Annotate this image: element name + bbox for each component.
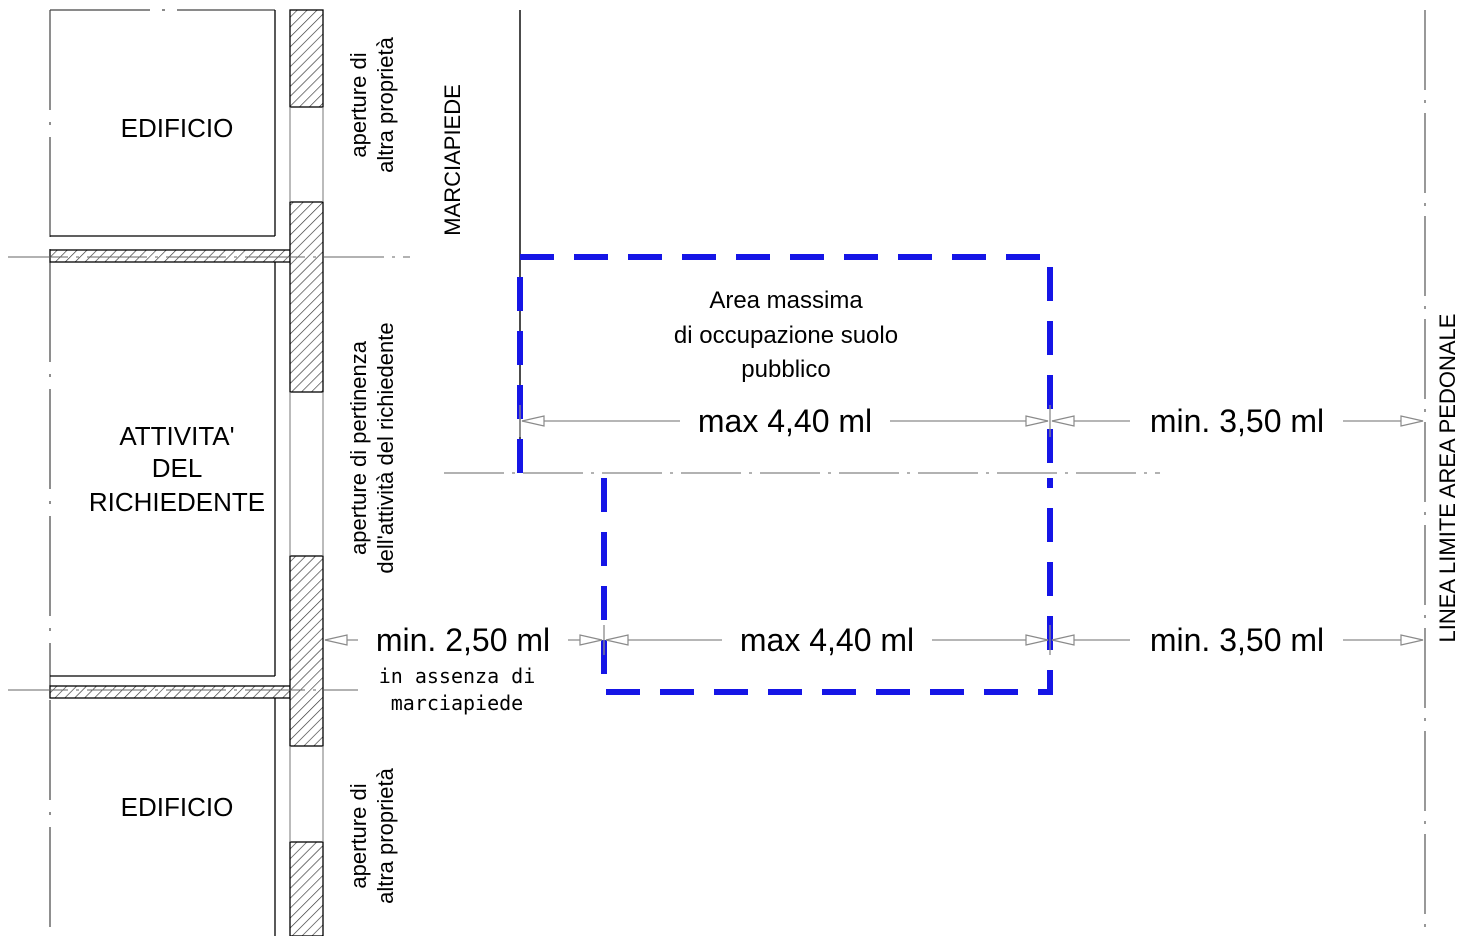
facade-pillar-1 (289, 9, 324, 108)
opening-jambs (289, 107, 324, 842)
facade-pillar-3 (289, 555, 324, 747)
facade-pillars (289, 9, 324, 936)
axis-lines (8, 256, 1160, 691)
occupation-area-text-2: di occupazione suolo (674, 322, 898, 349)
openings-bottom-label: aperture di altra proprietà (346, 767, 398, 904)
svg-text:aperture di pertinenza: aperture di pertinenza (346, 340, 371, 555)
dimension-lines (325, 405, 1423, 655)
dimension-arrows (324, 415, 1424, 646)
svg-text:aperture di: aperture di (346, 783, 371, 888)
occupation-area-lower (601, 478, 1053, 695)
dimension-lower-max: max 4,40 ml (740, 622, 914, 658)
unit-corners (50, 10, 276, 936)
building-label-middle-2: DEL (152, 453, 203, 483)
partition-wall-bottom (49, 685, 291, 699)
svg-text:altra proprietà: altra proprietà (373, 767, 398, 904)
dimension-lower-min: min. 3,50 ml (1150, 622, 1324, 658)
building-left-walls (49, 9, 275, 936)
building-label-bottom: EDIFICIO (121, 792, 234, 822)
facade-pillar-4 (289, 841, 324, 936)
building-label-middle-3: RICHIEDENTE (89, 487, 265, 517)
openings-top-label: aperture di altra proprietà (346, 36, 398, 173)
openings-middle-label: aperture di pertinenza dell'attività del… (346, 322, 398, 573)
svg-text:dell'attività del richiedente: dell'attività del richiedente (373, 322, 398, 573)
occupation-area-text-1: Area massima (709, 287, 863, 314)
svg-text:aperture di: aperture di (346, 52, 371, 157)
svg-text:altra proprietà: altra proprietà (373, 36, 398, 173)
dimension-lower-left-min: min. 2,50 ml (376, 622, 550, 658)
building-label-middle-1: ATTIVITA' (119, 421, 234, 451)
dimension-upper-min: min. 3,50 ml (1150, 403, 1324, 439)
facade-pillar-2 (289, 201, 324, 393)
occupation-area-upper (517, 254, 1053, 473)
dimension-lower-left-note-1: in assenza di (379, 664, 536, 688)
building-label-top: EDIFICIO (121, 113, 234, 143)
pedestrian-limit-label: LINEA LIMITE AREA PEDONALE (1435, 314, 1460, 643)
occupation-area-text-3: pubblico (741, 356, 830, 383)
partition-wall-top (49, 249, 291, 263)
dimension-upper-max: max 4,40 ml (698, 403, 872, 439)
sidewalk-label: MARCIAPIEDE (440, 84, 465, 236)
dimension-lower-left-note-2: marciapiede (391, 691, 523, 715)
